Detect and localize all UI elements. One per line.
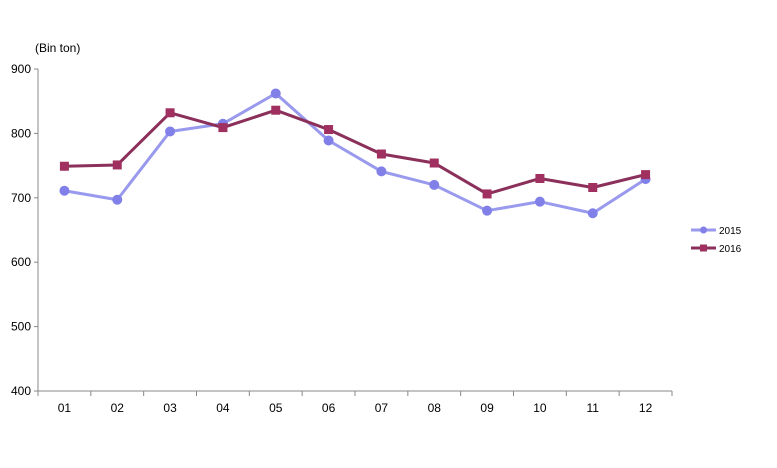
- legend-label: 2016: [719, 244, 742, 255]
- data-point: [482, 205, 493, 216]
- data-point: [535, 173, 545, 183]
- x-tick-label: 02: [111, 401, 125, 415]
- y-tick-label: 400: [11, 384, 31, 398]
- series-2015: [59, 88, 651, 219]
- series-2016: [59, 105, 651, 199]
- y-tick-label: 900: [11, 62, 31, 76]
- data-point: [376, 149, 386, 159]
- axes: 400 500 600 700 800 900 01 02 03 04 05 06 07 08 09 10 11…: [11, 62, 673, 415]
- data-point: [534, 196, 545, 207]
- x-tick-label: 04: [216, 401, 230, 415]
- data-point: [641, 170, 651, 180]
- legend-marker: [700, 226, 707, 234]
- data-point: [165, 108, 175, 118]
- legend-item-2016: 2016: [691, 244, 742, 255]
- x-tick-label: 11: [587, 401, 600, 415]
- data-point: [376, 166, 387, 177]
- y-tick-label: 500: [11, 320, 31, 334]
- x-tick-label: 06: [322, 401, 336, 415]
- y-tick-label: 700: [11, 191, 31, 205]
- data-point: [112, 194, 123, 205]
- data-point: [429, 158, 439, 168]
- x-tick-label: 01: [58, 401, 72, 415]
- legend-item-2015: 2015: [691, 226, 742, 237]
- y-tick-label: 800: [11, 126, 31, 140]
- data-point: [218, 123, 228, 133]
- series-line: [64, 108, 646, 196]
- data-point: [271, 105, 281, 115]
- y-unit-label: (Bin ton): [35, 41, 80, 55]
- x-tick-label: 07: [375, 401, 389, 415]
- legend: 2015 2016: [691, 226, 742, 255]
- x-tick-label: 03: [163, 401, 177, 415]
- data-point: [587, 208, 598, 219]
- data-point: [482, 189, 492, 199]
- data-point: [270, 88, 281, 99]
- data-point: [59, 161, 69, 171]
- x-tick-label: 08: [428, 401, 442, 415]
- series-layer: [59, 88, 651, 219]
- x-tick-label: 05: [269, 401, 283, 415]
- data-point: [165, 126, 176, 137]
- legend-label: 2015: [719, 226, 742, 237]
- data-point: [112, 160, 122, 170]
- series-line: [64, 91, 647, 215]
- legend-marker: [700, 244, 707, 252]
- data-point: [59, 185, 70, 196]
- x-tick-label: 12: [639, 401, 653, 415]
- data-point: [323, 135, 334, 146]
- x-tick-label: 09: [480, 401, 494, 415]
- data-point: [429, 179, 440, 190]
- y-tick-label: 600: [11, 255, 31, 269]
- x-tick-label: 10: [533, 401, 547, 415]
- data-point: [324, 125, 334, 135]
- data-point: [588, 182, 598, 192]
